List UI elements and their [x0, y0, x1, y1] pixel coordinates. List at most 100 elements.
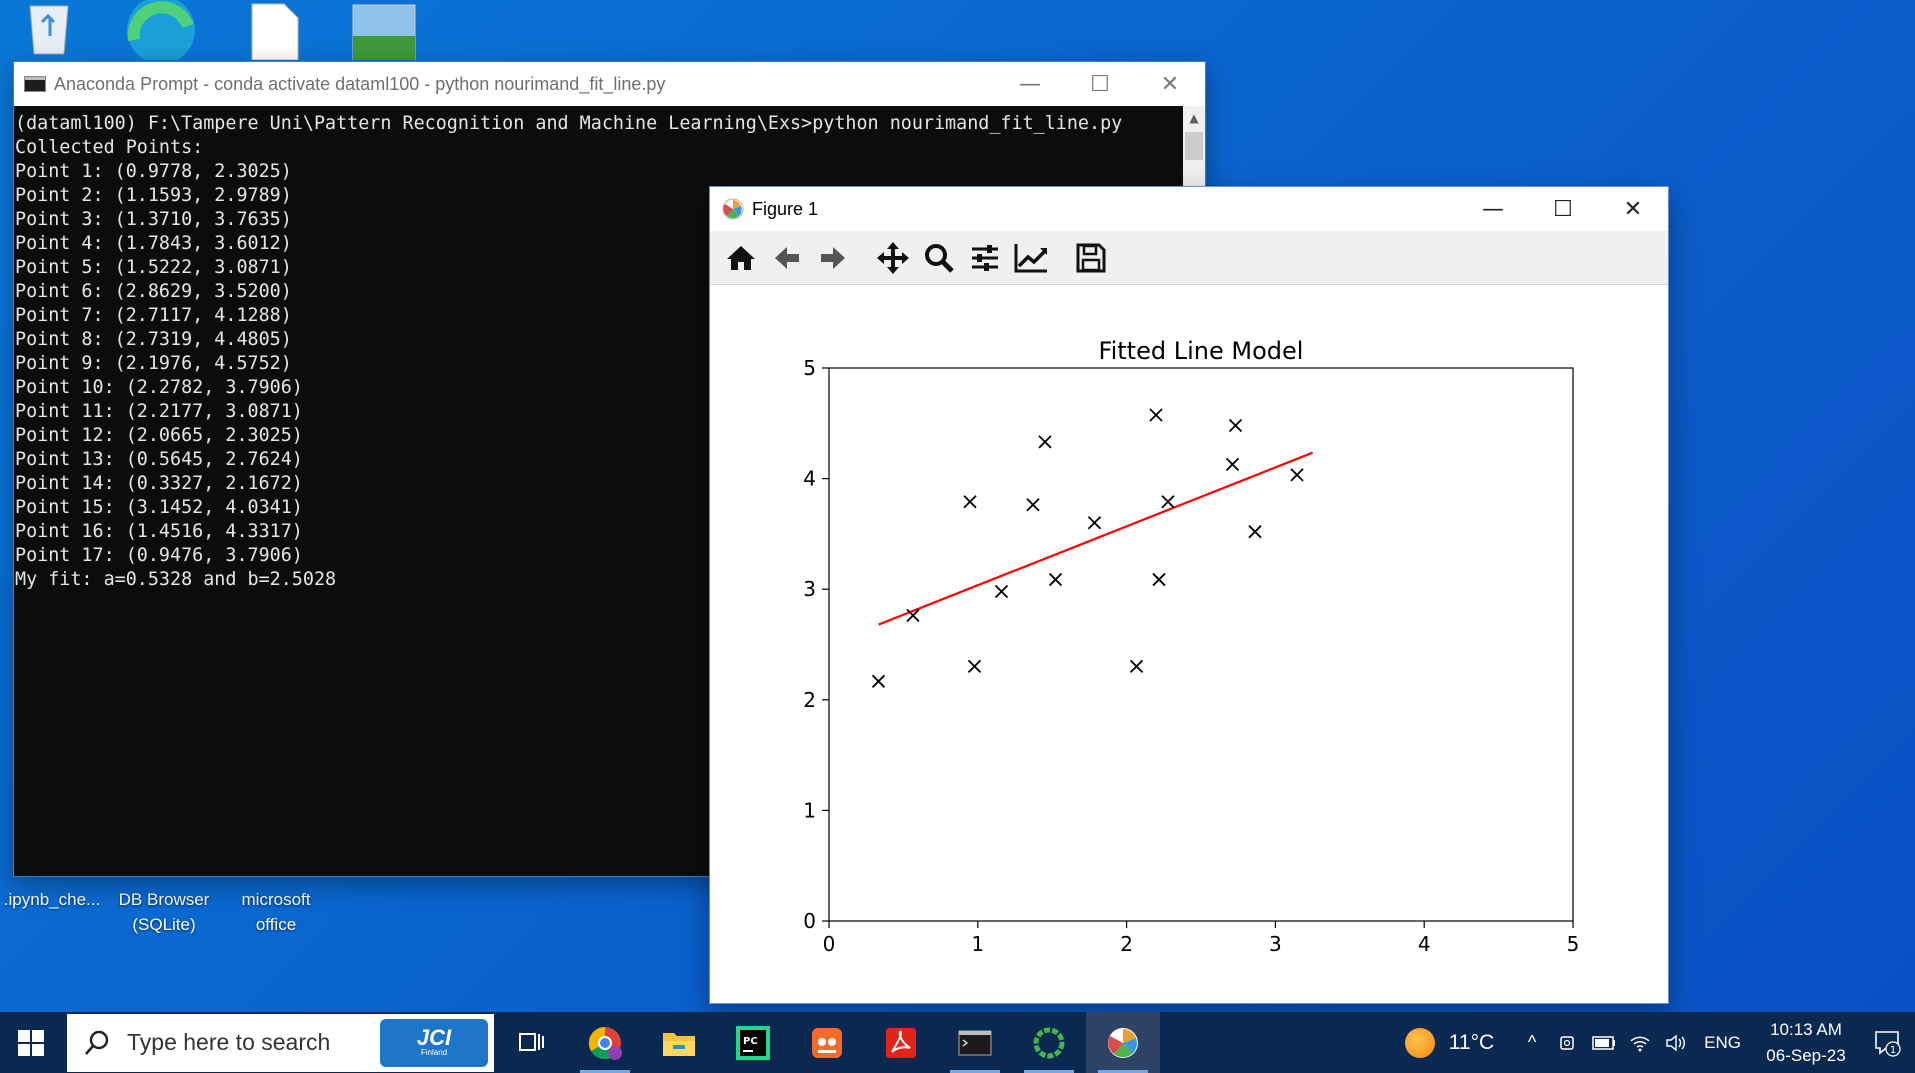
windows-icon — [18, 1029, 44, 1056]
desktop-icon-label: DB Browser (SQLite) — [118, 890, 210, 934]
language-indicator[interactable]: ENG — [1704, 1032, 1741, 1052]
configure-subplots-icon[interactable] — [964, 237, 1006, 279]
pan-icon[interactable] — [872, 237, 914, 279]
taskbar-search[interactable]: Type here to search JCI Finland — [67, 1013, 494, 1072]
y-tick-label: 5 — [803, 356, 816, 380]
maximize-button[interactable]: ☐ — [1553, 196, 1573, 222]
meet-now-icon[interactable] — [1550, 1033, 1586, 1053]
console-output[interactable]: (dataml100) F:\Tampere Uni\Pattern Recog… — [14, 106, 1183, 876]
close-button[interactable]: ✕ — [1160, 71, 1180, 97]
close-button[interactable]: ✕ — [1623, 196, 1643, 222]
gitkraken-icon[interactable] — [790, 1012, 864, 1073]
search-highlight-badge[interactable]: JCI Finland — [380, 1018, 488, 1067]
forward-icon[interactable] — [812, 237, 854, 279]
clock[interactable]: 10:13 AM 06-Sep-23 — [1751, 1017, 1861, 1069]
figure-toolbar — [710, 231, 1668, 285]
chevron-up-icon[interactable]: ^ — [1527, 1032, 1537, 1052]
chrome-icon[interactable] — [568, 1012, 642, 1073]
home-icon[interactable] — [720, 237, 762, 279]
file-explorer-icon[interactable] — [642, 1012, 716, 1073]
notifications-icon[interactable]: 1 — [1861, 1028, 1915, 1058]
console-titlebar[interactable]: Anaconda Prompt - conda activate dataml1… — [14, 62, 1205, 106]
minimize-button[interactable]: — — [1482, 196, 1504, 222]
data-point-marker — [1225, 457, 1240, 471]
data-point-marker — [1038, 435, 1052, 449]
pycharm-icon[interactable]: PC — [716, 1012, 790, 1073]
weather-widget[interactable]: 11°C — [1404, 1027, 1495, 1058]
zoom-icon[interactable] — [918, 237, 960, 279]
svg-text:PC: PC — [743, 1036, 758, 1047]
start-button[interactable] — [0, 1012, 62, 1073]
x-tick-label: 2 — [1120, 932, 1133, 956]
matplotlib-figure-icon[interactable] — [1086, 1012, 1160, 1073]
data-point-marker — [906, 608, 920, 623]
plot-axes-frame — [828, 367, 1574, 922]
data-point-marker — [1048, 572, 1063, 587]
plot-canvas[interactable]: Fitted Line Model 0 1 2 3 4 5 0 1 2 3 4 5 — [710, 285, 1668, 1003]
console-line: Collected Points: — [15, 137, 204, 158]
scroll-thumb[interactable] — [1185, 132, 1203, 160]
console-line: Point 16: (1.4516, 4.3317) — [15, 521, 303, 542]
edge-browser-icon[interactable] — [124, 0, 198, 64]
console-line: Point 13: (0.5645, 2.7624) — [15, 449, 303, 470]
desktop-icon-microsoft-office[interactable]: microsoft office — [224, 887, 328, 937]
weather-temp: 11°C — [1448, 1030, 1495, 1054]
figure-title: Figure 1 — [752, 198, 819, 219]
wifi-icon[interactable] — [1622, 1033, 1658, 1053]
desktop-icon-ipynb[interactable]: .ipynb_che... — [0, 887, 104, 912]
data-point-marker — [1087, 516, 1102, 530]
fitted-line — [878, 451, 1314, 626]
desktop-icon-db-browser[interactable]: DB Browser (SQLite) — [112, 887, 216, 937]
terminal-app-icon[interactable] — [938, 1012, 1012, 1073]
x-tick-label: 3 — [1269, 932, 1282, 956]
back-icon[interactable] — [766, 237, 808, 279]
save-icon[interactable] — [1070, 237, 1112, 279]
taskbar: Type here to search JCI Finland PC 11°C … — [0, 1012, 1915, 1073]
y-tick-label: 4 — [803, 467, 816, 491]
data-point-marker — [1026, 498, 1040, 512]
console-line: Point 12: (2.0665, 2.3025) — [15, 425, 303, 446]
task-view-icon[interactable] — [494, 1012, 568, 1073]
recycle-bin-icon[interactable] — [20, 0, 80, 60]
acrobat-icon[interactable] — [864, 1012, 938, 1073]
figure-titlebar[interactable]: Figure 1 — ☐ ✕ — [710, 187, 1668, 231]
desktop-icon-label: microsoft office — [241, 890, 311, 934]
volume-icon[interactable] — [1658, 1033, 1694, 1053]
clock-date: 06-Sep-23 — [1766, 1045, 1846, 1065]
figure-window[interactable]: Figure 1 — ☐ ✕ — [709, 186, 1669, 1004]
x-tick-label: 0 — [823, 932, 836, 956]
badge-sublabel: Finland — [420, 1048, 448, 1057]
battery-icon[interactable] — [1586, 1035, 1622, 1050]
image-file-icon[interactable] — [352, 0, 416, 61]
sun-icon — [1404, 1027, 1435, 1058]
terminal-icon — [24, 76, 46, 92]
console-line: Point 8: (2.7319, 4.4805) — [15, 329, 292, 350]
console-line: Point 9: (2.1976, 4.5752) — [15, 353, 292, 374]
data-point-marker — [1149, 408, 1163, 422]
console-line: Point 4: (1.7843, 3.6012) — [15, 233, 292, 254]
console-line: Point 14: (0.3327, 2.1672) — [15, 473, 303, 494]
console-line: Point 17: (0.9476, 3.7906) — [15, 545, 303, 566]
minimize-button[interactable]: — — [1019, 71, 1041, 97]
console-line: Point 5: (1.5222, 3.0871) — [15, 257, 292, 278]
search-icon — [67, 1029, 127, 1057]
x-tick-label: 4 — [1418, 932, 1431, 956]
maximize-button[interactable]: ☐ — [1090, 71, 1110, 97]
data-point-marker — [1290, 468, 1304, 482]
console-line: My fit: a=0.5328 and b=2.5028 — [15, 569, 337, 590]
data-point-marker — [994, 584, 1009, 599]
chart-title: Fitted Line Model — [1099, 337, 1304, 365]
edit-axis-icon[interactable] — [1010, 237, 1052, 279]
console-line: Point 1: (0.9778, 2.3025) — [15, 161, 292, 182]
anaconda-navigator-icon[interactable] — [1012, 1012, 1086, 1073]
console-line: Point 11: (2.2177, 3.0871) — [15, 401, 303, 422]
desktop-icon-label: .ipynb_che... — [3, 890, 101, 909]
console-line: (dataml100) F:\Tampere Uni\Pattern Recog… — [15, 113, 1123, 134]
y-tick-label: 2 — [803, 688, 816, 712]
console-title: Anaconda Prompt - conda activate dataml1… — [54, 73, 666, 94]
badge-label: JCI — [416, 1025, 452, 1050]
y-tick-label: 1 — [803, 798, 816, 822]
file-icon[interactable] — [250, 0, 300, 61]
search-placeholder: Type here to search — [127, 1029, 331, 1055]
scroll-up-icon[interactable]: ▲ — [1189, 111, 1199, 125]
